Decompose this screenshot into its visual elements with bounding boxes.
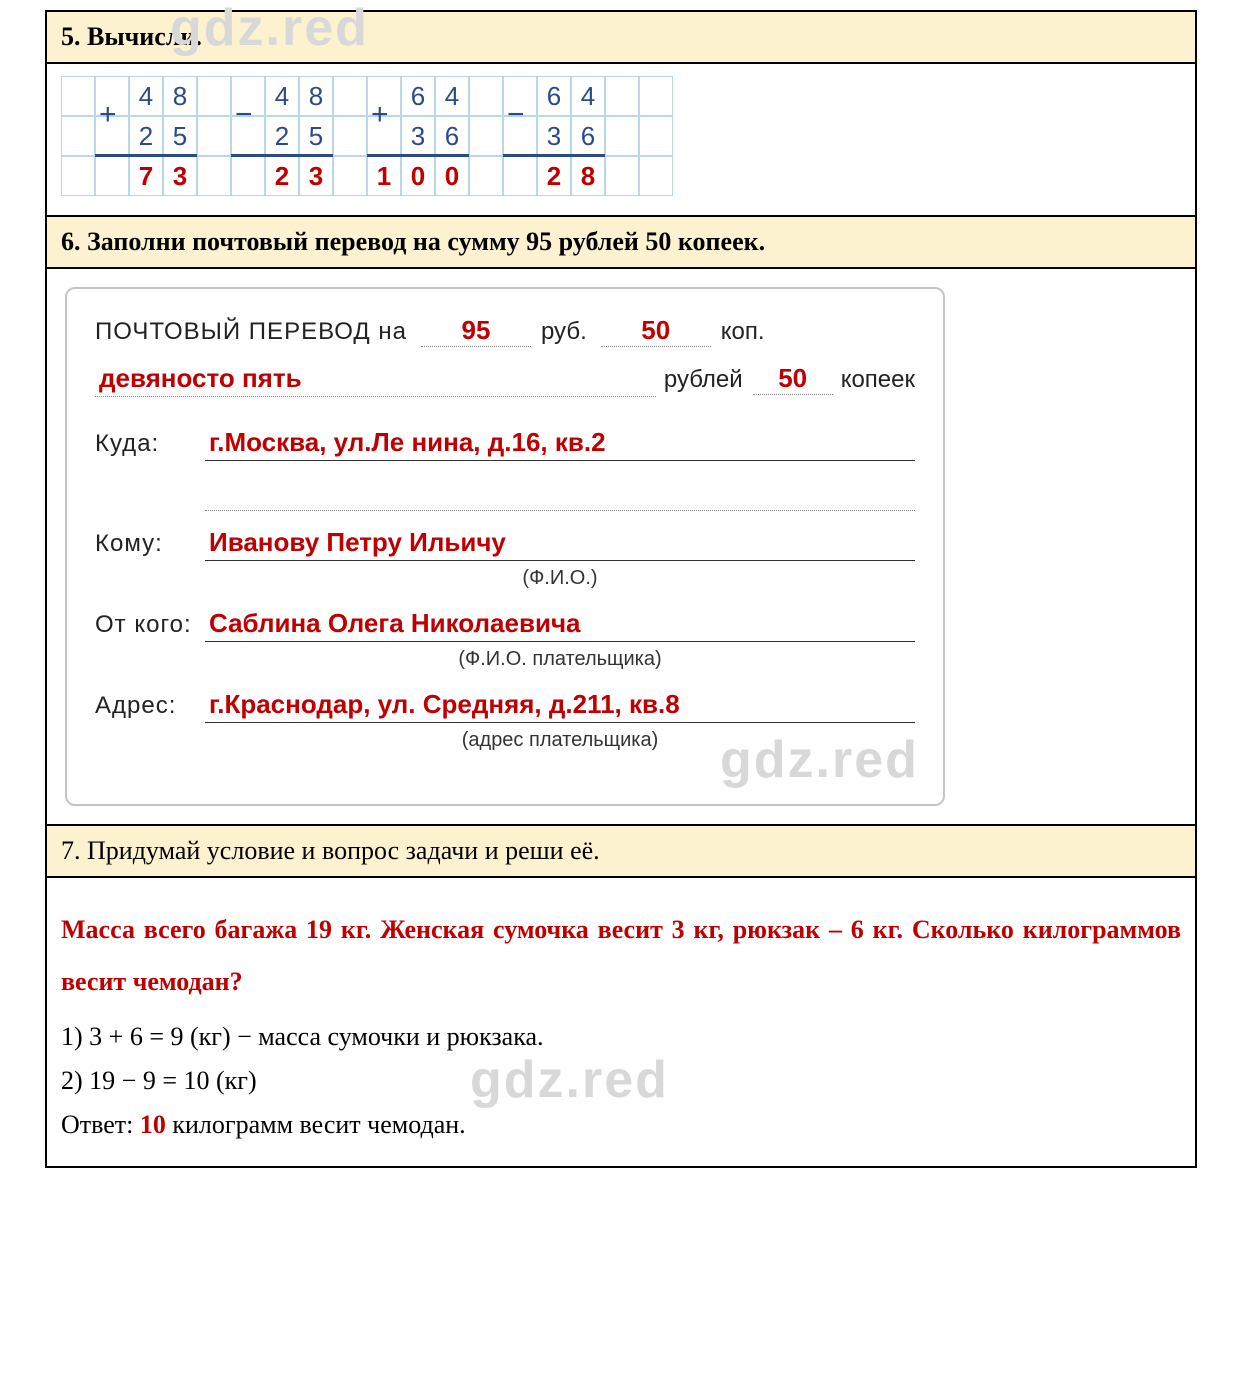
grid-cell: 5 bbox=[299, 116, 333, 156]
page: gdz.red gdz.red gdz.red 5. Вычисли. 4848… bbox=[0, 10, 1242, 1168]
postal-form: ПОЧТОВЫЙ ПЕРЕВОД на 95 руб. 50 коп. девя… bbox=[65, 287, 945, 806]
grid-cell: 8 bbox=[571, 156, 605, 196]
grid-cell bbox=[61, 156, 95, 196]
postal-kop-unit: коп. bbox=[721, 318, 765, 346]
operator: + bbox=[99, 98, 117, 132]
postal-kuda-value: г.Москва, ул.Ле нина, д.16, кв.2 bbox=[205, 427, 915, 461]
grid-cell bbox=[639, 156, 673, 196]
sum-bar bbox=[503, 154, 605, 157]
grid-cell: 3 bbox=[163, 156, 197, 196]
task7-answer: Ответ: 10 килограмм весит чемодан. bbox=[61, 1110, 1181, 1140]
grid-cell bbox=[469, 116, 503, 156]
postal-otkogo-value: Саблина Олега Николаевича bbox=[205, 608, 915, 642]
grid-cell bbox=[333, 116, 367, 156]
postal-otkogo-sub: (Ф.И.О. плательщика) bbox=[95, 648, 915, 671]
postal-kuda-row2 bbox=[95, 477, 915, 511]
postal-words-kop-unit: копеек bbox=[841, 366, 915, 394]
grid-cell: 4 bbox=[571, 76, 605, 116]
grid-cell: 3 bbox=[401, 116, 435, 156]
grid-cell: 6 bbox=[571, 116, 605, 156]
postal-kuda-row: Куда: г.Москва, ул.Ле нина, д.16, кв.2 bbox=[95, 427, 915, 461]
grid-cell: 2 bbox=[265, 156, 299, 196]
task7-step2: 2) 19 − 9 = 10 (кг) bbox=[61, 1066, 1181, 1096]
task7-problem: Масса всего багажа 19 кг. Женская сумочк… bbox=[61, 904, 1181, 1008]
grid-cell: 7 bbox=[129, 156, 163, 196]
postal-blank-line bbox=[205, 477, 915, 511]
task5-header: 5. Вычисли. bbox=[46, 11, 1196, 63]
grid-cell: 2 bbox=[265, 116, 299, 156]
grid-cell: 5 bbox=[163, 116, 197, 156]
postal-words-rub: девяносто пять bbox=[95, 363, 656, 397]
arithmetic-grid: 4848646425253636732310028+−+− bbox=[61, 76, 673, 196]
sum-bar bbox=[231, 154, 333, 157]
grid-cell: 6 bbox=[401, 76, 435, 116]
grid-cell bbox=[605, 76, 639, 116]
grid-cell bbox=[61, 76, 95, 116]
grid-cell: 6 bbox=[435, 116, 469, 156]
postal-otkogo-label: От кого: bbox=[95, 611, 205, 639]
operator: − bbox=[235, 98, 253, 132]
grid-cell bbox=[231, 156, 265, 196]
postal-rub-unit: руб. bbox=[541, 318, 587, 346]
postal-kop-value: 50 bbox=[601, 315, 711, 347]
answer-label: Ответ: bbox=[61, 1110, 140, 1139]
grid-cell: 3 bbox=[537, 116, 571, 156]
grid-cell bbox=[605, 156, 639, 196]
grid-cell bbox=[61, 116, 95, 156]
grid-cell: 4 bbox=[129, 76, 163, 116]
postal-words-rub-unit: рублей bbox=[664, 366, 743, 394]
postal-kuda-label: Куда: bbox=[95, 430, 205, 458]
grid-cell bbox=[197, 156, 231, 196]
grid-cell: 8 bbox=[163, 76, 197, 116]
grid-cell bbox=[605, 116, 639, 156]
postal-komu-value: Иванову Петру Ильичу bbox=[205, 527, 915, 561]
grid-cell bbox=[639, 116, 673, 156]
postal-adres-sub: (адрес плательщика) bbox=[95, 729, 915, 752]
postal-adres-label: Адрес: bbox=[95, 692, 205, 720]
grid-cell bbox=[639, 76, 673, 116]
grid-cell bbox=[503, 156, 537, 196]
grid-cell bbox=[95, 156, 129, 196]
task5-body: 4848646425253636732310028+−+− bbox=[46, 63, 1196, 216]
answer-rest: килограмм весит чемодан. bbox=[166, 1110, 466, 1139]
grid-cell bbox=[333, 76, 367, 116]
grid-cell bbox=[197, 76, 231, 116]
postal-komu-label: Кому: bbox=[95, 530, 205, 558]
grid-cell: 0 bbox=[401, 156, 435, 196]
postal-amount-row: ПОЧТОВЫЙ ПЕРЕВОД на 95 руб. 50 коп. bbox=[95, 315, 915, 347]
grid-cell: 3 bbox=[299, 156, 333, 196]
postal-otkogo-row: От кого: Саблина Олега Николаевича bbox=[95, 608, 915, 642]
grid-cell bbox=[333, 156, 367, 196]
postal-header-label: ПОЧТОВЫЙ ПЕРЕВОД на bbox=[95, 318, 407, 346]
grid-cell: 1 bbox=[367, 156, 401, 196]
sum-bar bbox=[367, 154, 469, 157]
postal-rub-value: 95 bbox=[421, 315, 531, 347]
grid-cell: 0 bbox=[435, 156, 469, 196]
task7-header: 7. Придумай условие и вопрос задачи и ре… bbox=[46, 825, 1196, 877]
grid-cell bbox=[469, 156, 503, 196]
postal-words-kop: 50 bbox=[753, 363, 833, 395]
grid-cell: 4 bbox=[435, 76, 469, 116]
grid-cell bbox=[469, 76, 503, 116]
task6-header: 6. Заполни почтовый перевод на сумму 95 … bbox=[46, 216, 1196, 268]
grid-cell: 2 bbox=[537, 156, 571, 196]
postal-komu-row: Кому: Иванову Петру Ильичу bbox=[95, 527, 915, 561]
postal-adres-value: г.Краснодар, ул. Средняя, д.211, кв.8 bbox=[205, 689, 915, 723]
sum-bar bbox=[95, 154, 197, 157]
operator: + bbox=[371, 98, 389, 132]
operator: − bbox=[507, 98, 525, 132]
grid-cell: 4 bbox=[265, 76, 299, 116]
grid-cell bbox=[197, 116, 231, 156]
grid-cell: 6 bbox=[537, 76, 571, 116]
postal-words-row: девяносто пять рублей 50 копеек bbox=[95, 363, 915, 397]
grid-cell: 8 bbox=[299, 76, 333, 116]
answer-value: 10 bbox=[140, 1110, 166, 1139]
task7-body: Масса всего багажа 19 кг. Женская сумочк… bbox=[46, 877, 1196, 1167]
content-table: 5. Вычисли. 4848646425253636732310028+−+… bbox=[45, 10, 1197, 1168]
grid-cell: 2 bbox=[129, 116, 163, 156]
postal-komu-sub: (Ф.И.О.) bbox=[95, 567, 915, 590]
task6-body: ПОЧТОВЫЙ ПЕРЕВОД на 95 руб. 50 коп. девя… bbox=[46, 268, 1196, 825]
postal-adres-row: Адрес: г.Краснодар, ул. Средняя, д.211, … bbox=[95, 689, 915, 723]
task7-step1: 1) 3 + 6 = 9 (кг) − масса сумочки и рюкз… bbox=[61, 1022, 1181, 1052]
